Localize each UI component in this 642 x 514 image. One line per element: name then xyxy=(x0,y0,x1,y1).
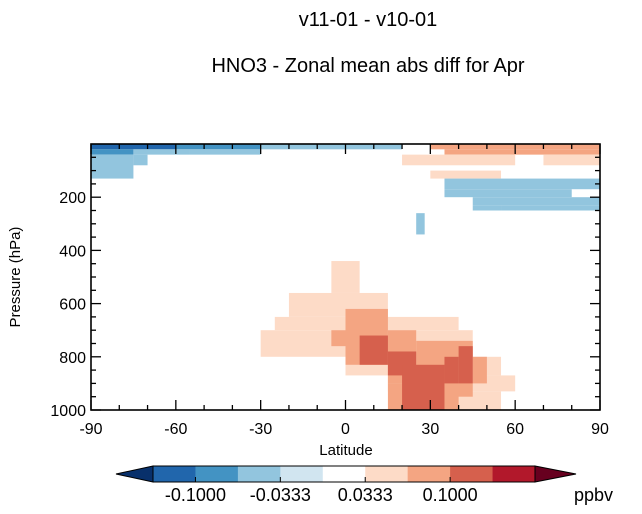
heatmap-cell xyxy=(175,144,261,150)
x-tick-label: -90 xyxy=(79,421,102,438)
heatmap-cell xyxy=(472,197,600,206)
colorbar-tick-label: 0.0333 xyxy=(338,485,393,505)
x-tick-label: 0 xyxy=(341,421,350,438)
heatmap-cell xyxy=(189,149,261,155)
x-tick-label: 30 xyxy=(421,421,439,438)
heatmap-cell xyxy=(133,154,148,166)
colorbar-unit: ppbv xyxy=(574,485,613,505)
heatmap-cell xyxy=(91,149,134,155)
colorbar-swatch xyxy=(407,466,451,482)
heatmap-cell xyxy=(472,205,502,211)
y-tick-label: 400 xyxy=(59,243,86,260)
heatmap-cell xyxy=(416,213,425,235)
chart-subtitle: HNO3 - Zonal mean abs diff for Apr xyxy=(211,55,524,77)
heatmap-cell xyxy=(331,261,360,293)
y-axis-label: Pressure (hPa) xyxy=(7,227,24,328)
colorbar-swatch xyxy=(492,466,536,482)
heatmap-cell xyxy=(501,205,600,211)
heatmap-cell xyxy=(91,144,176,150)
heatmap-cell xyxy=(402,364,445,410)
colorbar-tick-label: -0.1000 xyxy=(165,485,226,505)
y-tick-label: 800 xyxy=(59,350,86,367)
x-tick-label: 60 xyxy=(506,421,524,438)
colorbar-tick-label: 0.1000 xyxy=(423,485,478,505)
colorbar: -0.1000 -0.0333 0.0333 0.1000 xyxy=(115,465,577,505)
heatmap-cell xyxy=(444,178,600,190)
heatmap-cell xyxy=(402,154,516,166)
heatmap-cell xyxy=(359,335,388,365)
colorbar-swatch xyxy=(450,466,494,482)
heatmap-cell xyxy=(543,154,600,166)
heatmap-cell xyxy=(331,330,346,347)
heatmap-cell xyxy=(472,356,487,384)
colorbar-swatch xyxy=(280,466,324,482)
x-tick-label: -60 xyxy=(164,421,187,438)
colorbar-swatch xyxy=(237,466,281,482)
heatmap-cell xyxy=(133,149,190,155)
heatmap-cell xyxy=(444,356,459,384)
colorbar-swatch xyxy=(153,466,196,482)
y-tick-label: 1000 xyxy=(50,403,86,420)
colorbar-arrow-low xyxy=(115,465,154,483)
axis-ticks: -90 -60 -30 0 30 60 90 200 400 600 800 1000 xyxy=(50,144,609,438)
colorbar-swatch xyxy=(365,466,409,482)
heatmap-cell xyxy=(260,144,346,150)
colorbar-tick-label: -0.0333 xyxy=(250,485,311,505)
colorbar-arrow-high xyxy=(534,465,577,483)
heatmap-cell xyxy=(444,189,572,198)
heatmap-cell xyxy=(91,154,134,179)
y-tick-label: 600 xyxy=(59,297,86,314)
colorbar-frame xyxy=(152,465,536,483)
chart-title: v11-01 - v10-01 xyxy=(299,9,438,31)
heatmap-cells xyxy=(91,144,600,410)
colorbar-swatch xyxy=(195,466,239,482)
y-tick-label: 200 xyxy=(59,190,86,207)
x-tick-label: -30 xyxy=(249,421,272,438)
colorbar-swatch xyxy=(322,466,366,482)
heatmap-cell xyxy=(430,170,502,179)
heatmap-cell xyxy=(458,346,473,384)
heatmap-cell xyxy=(444,149,600,155)
x-tick-label: 90 xyxy=(591,421,609,438)
x-axis-label: Latitude xyxy=(319,442,372,459)
